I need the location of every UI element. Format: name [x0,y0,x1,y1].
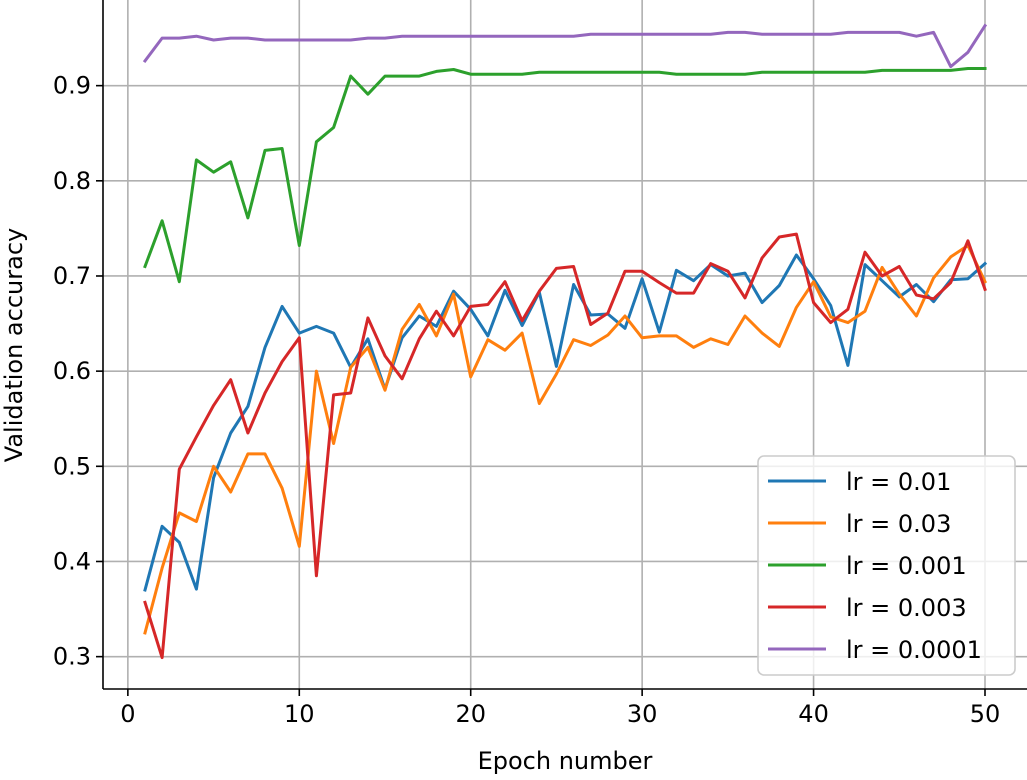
legend-label-1: lr = 0.03 [846,510,951,538]
y-tick-label: 0.4 [53,547,91,575]
legend: lr = 0.01 lr = 0.03 lr = 0.001 lr = 0.003 lr… [757,455,1016,676]
y-tick-label: 0.7 [53,262,91,290]
x-tick-label: 20 [455,700,486,728]
series-line-2 [143,67,987,284]
x-tick-label: 30 [627,700,658,728]
y-tick-label: 0.5 [53,452,91,480]
legend-label-4: lr = 0.0001 [846,636,982,664]
y-tick-label: 0.9 [53,72,91,100]
y-tick-label: 0.3 [53,643,91,671]
y-axis-label: Validation accuracy [0,228,28,462]
tick-labels: 0 10 20 30 40 50 0.3 0.4 0.5 0.6 0.7 0.8 0.9 [53,72,1000,728]
series-line-3 [143,232,987,660]
x-tick-label: 40 [798,700,829,728]
series-line-1 [143,244,987,635]
axes [96,0,1027,696]
y-tick-label: 0.8 [53,167,91,195]
legend-label-3: lr = 0.003 [846,594,967,622]
x-axis-label: Epoch number [478,747,653,775]
series-line-0 [143,253,988,592]
legend-label-2: lr = 0.001 [846,552,967,580]
x-tick-label: 10 [284,700,315,728]
series-lines [142,23,988,660]
legend-label-0: lr = 0.01 [846,468,951,496]
legend-box [757,455,1016,676]
x-tick-label: 0 [120,700,135,728]
series-line-4 [142,23,988,69]
x-tick-label: 50 [970,700,1001,728]
y-tick-label: 0.6 [53,357,91,385]
